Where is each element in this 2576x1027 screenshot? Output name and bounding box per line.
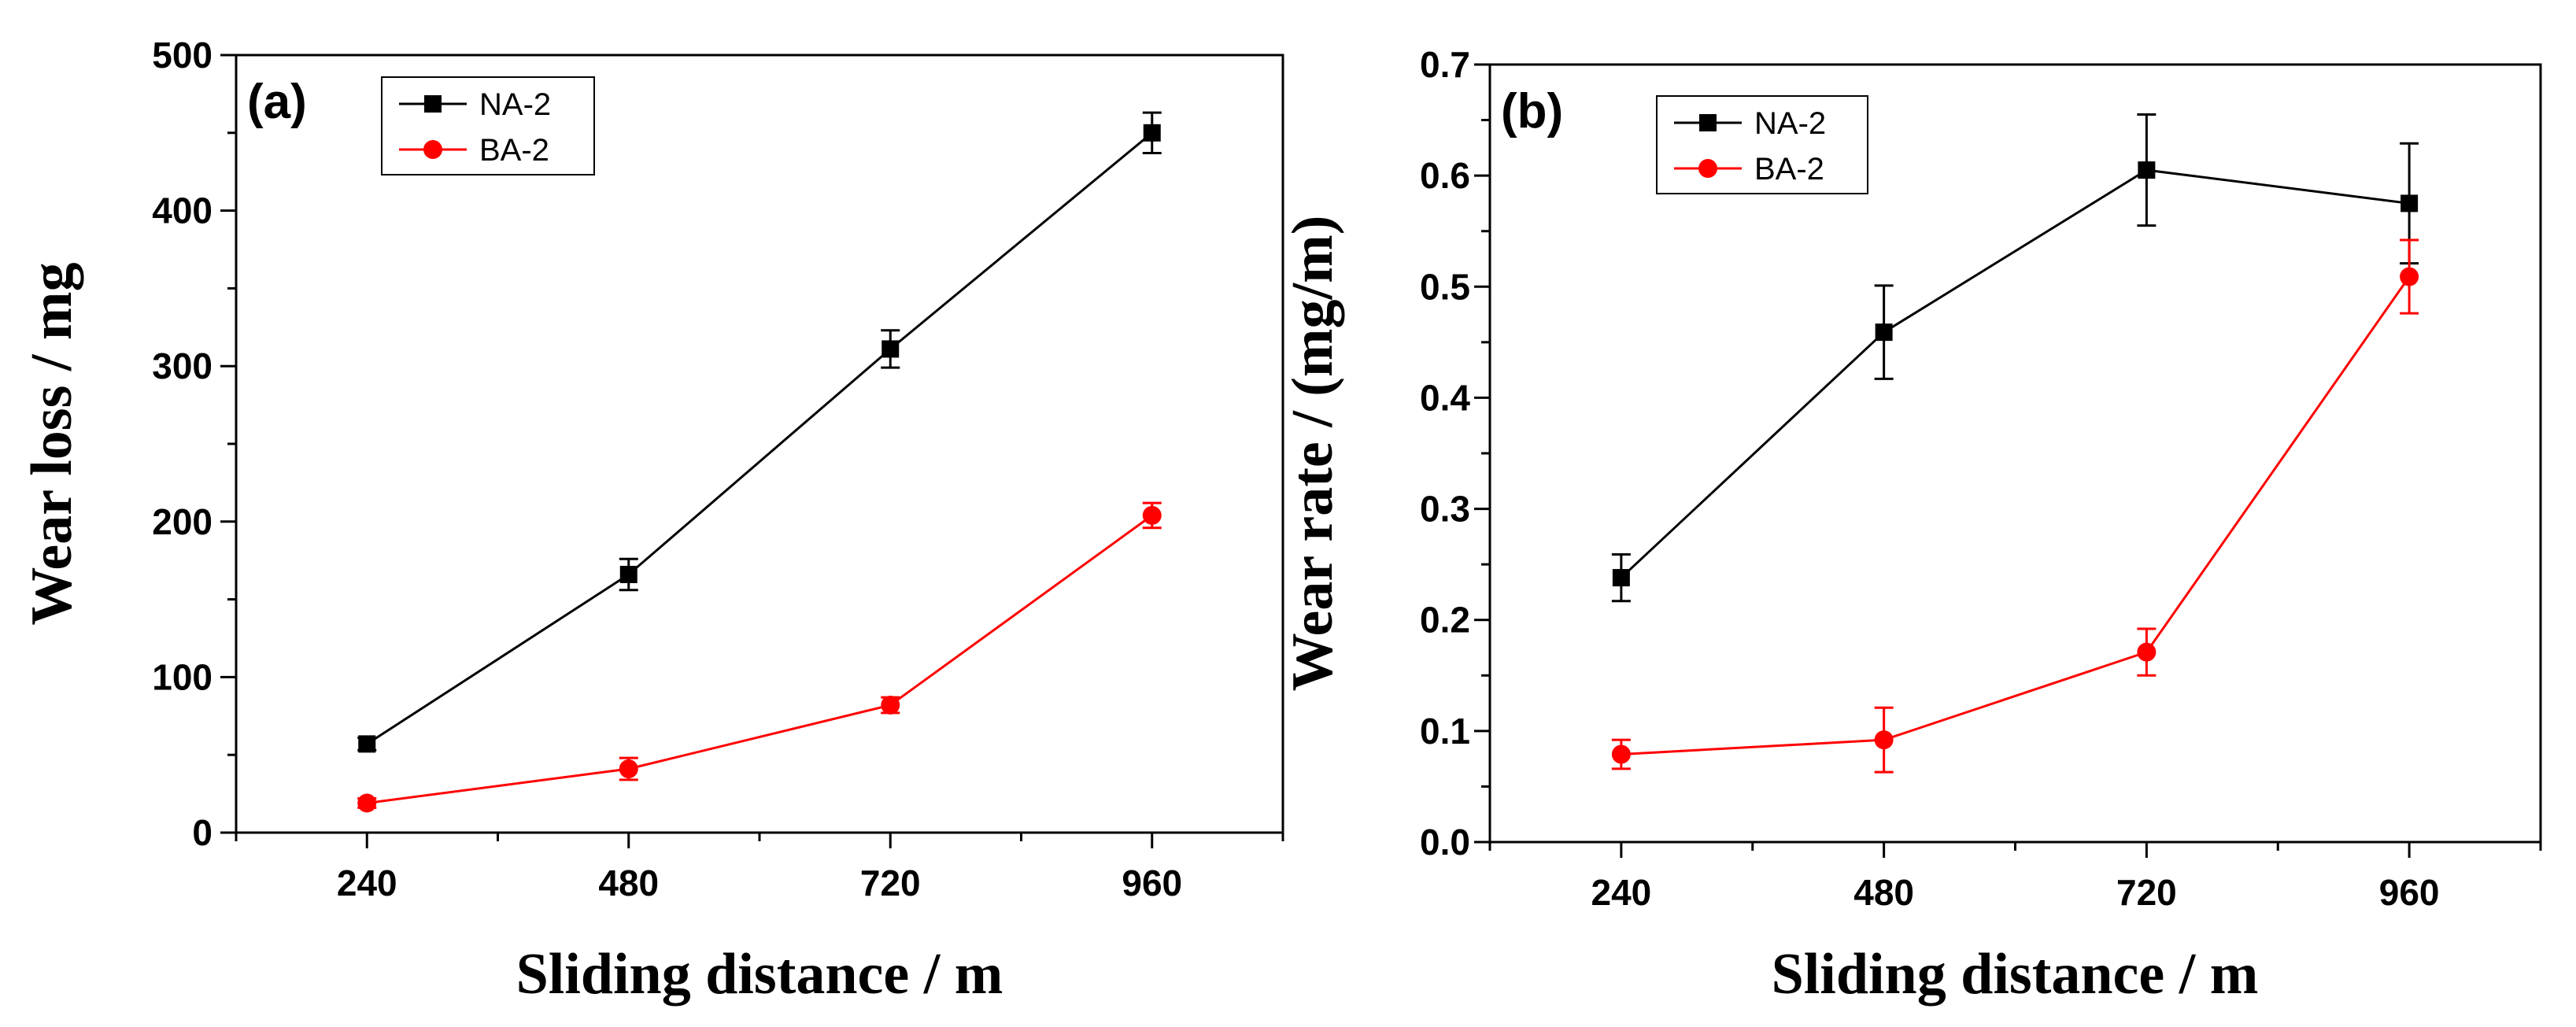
panel-a-series-ba-2-point	[881, 695, 900, 715]
panel-b-y-tick-label: 0.1	[1420, 711, 1470, 752]
panel-a-legend-marker	[423, 140, 442, 159]
panel-a-series-ba-2-line	[367, 514, 1153, 804]
panel-b-x-tick-label: 240	[1591, 872, 1652, 913]
panel-b-y-tick-label: 0.7	[1420, 44, 1470, 85]
panel-a-y-tick-label: 100	[152, 656, 213, 697]
panel-b-legend-marker	[1698, 159, 1717, 178]
panel-a-legend-label: BA-2	[479, 133, 549, 168]
panel-b-x-tick-label: 480	[1853, 872, 1914, 913]
panel-a-x-tick-label: 240	[337, 863, 397, 903]
panel-b-legend: NA-2 BA-2	[1656, 95, 1868, 194]
panel-a-series-na-2-point	[358, 735, 376, 753]
panel-a-x-axis-title: Sliding distance / m	[516, 942, 1003, 1007]
panel-b-x-tick-label: 960	[2379, 872, 2440, 913]
panel-b-series-na-2-line	[1620, 168, 2410, 579]
panel-b-series-na-2-point	[2400, 194, 2419, 212]
panel-a-y-tick-label: 500	[152, 35, 213, 76]
panel-b: 240 480 720 960 0.0 0.1 0.2 0.3 0.4 0.5 0.6 0.7 Slid…	[1281, 44, 2542, 1007]
panel-b-series-na-2	[1611, 113, 2419, 603]
panel-a-series-na-2	[357, 111, 1162, 753]
panel-b-series-na-2-point	[1875, 323, 1893, 342]
panel-b-series-na-2-point	[1612, 569, 1630, 587]
panel-a-series-ba-2-point	[1142, 505, 1162, 525]
panel-b-panel-label: (b)	[1501, 84, 1563, 139]
panel-a-y-tick-label: 300	[152, 345, 213, 386]
panel-a-legend-label: NA-2	[479, 87, 551, 122]
panel-a-y-tick-label: 200	[152, 501, 213, 542]
panel-a-x-tick-label: 720	[860, 863, 921, 903]
panel-b-plot-frame	[1488, 63, 2542, 844]
panel-b-y-tick-label: 0.4	[1420, 377, 1470, 418]
panel-a-x-tick-label: 480	[598, 863, 659, 903]
panel-b-y-tick-label: 0.2	[1420, 600, 1470, 641]
panel-b-y-tick-label: 0.3	[1420, 489, 1470, 530]
panel-b-y-tick-label: 0.0	[1420, 822, 1470, 863]
panel-b-series-ba-2-point	[2137, 642, 2157, 662]
panel-a-series-na-2-point	[881, 340, 900, 358]
panel-a-y-tick-label: 400	[152, 190, 213, 231]
panel-b-y-axis-title: Wear rate / (mg/m)	[1281, 216, 1345, 692]
panel-a-y-axis-title: Wear loss / mg	[20, 262, 84, 625]
panel-b-series-ba-2	[1611, 238, 2419, 774]
panel-a-legend: NA-2 BA-2	[381, 76, 595, 175]
panel-b-y-tick-label: 0.6	[1420, 155, 1470, 196]
panel-a-series-na-2-line	[366, 131, 1153, 745]
panel-a-x-tick-label: 960	[1122, 863, 1182, 903]
panel-b-legend-box	[1656, 95, 1868, 194]
panel-a-series-na-2-point	[619, 565, 638, 583]
panel-a-series-ba-2	[357, 501, 1162, 813]
panel-a-y-tick-label: 0	[192, 812, 213, 853]
panel-b-legend-marker	[1699, 114, 1717, 131]
panel-a-legend-marker	[424, 95, 442, 113]
panel-b-series-ba-2-line	[1621, 275, 2411, 755]
panel-b-series-ba-2-point	[1611, 744, 1631, 764]
panel-b-legend-label: NA-2	[1754, 106, 1826, 141]
panel-a-panel-label: (a)	[247, 75, 307, 129]
panel-a-series-ba-2-point	[619, 759, 638, 778]
panel-b-legend-label: BA-2	[1754, 152, 1824, 187]
panel-a-series-ba-2-point	[357, 793, 377, 813]
panel-a: 240 480 720 960 0 100 200 300 400 500 Sliding dist…	[20, 35, 1284, 1007]
panel-a-legend-box	[381, 76, 595, 175]
panel-a-series-na-2-point	[1143, 124, 1161, 142]
panel-b-x-tick-label: 720	[2116, 872, 2177, 913]
panel-b-series-ba-2-point	[1874, 730, 1894, 750]
panel-b-x-axis-title: Sliding distance / m	[1772, 942, 2259, 1007]
panel-b-y-tick-label: 0.5	[1420, 266, 1470, 307]
panel-b-series-ba-2-point	[2400, 267, 2419, 286]
panel-b-series-na-2-point	[2138, 161, 2156, 179]
